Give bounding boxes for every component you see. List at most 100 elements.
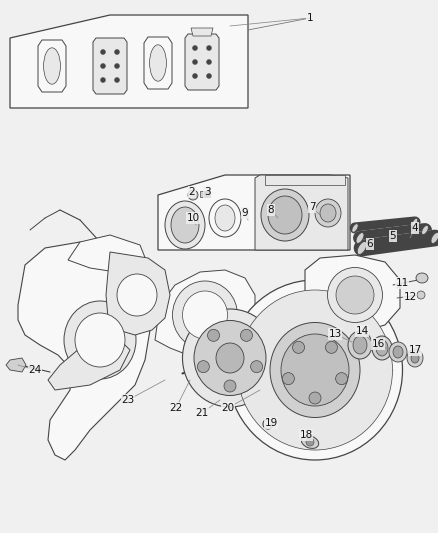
Ellipse shape bbox=[389, 342, 407, 362]
Text: 23: 23 bbox=[121, 395, 134, 405]
Ellipse shape bbox=[372, 336, 392, 360]
Circle shape bbox=[198, 361, 209, 373]
Circle shape bbox=[293, 341, 304, 353]
Circle shape bbox=[100, 50, 106, 54]
Text: 24: 24 bbox=[28, 365, 42, 375]
Ellipse shape bbox=[173, 281, 237, 349]
Text: 12: 12 bbox=[403, 292, 417, 302]
Circle shape bbox=[192, 74, 198, 78]
Ellipse shape bbox=[357, 241, 367, 254]
Text: 2: 2 bbox=[189, 187, 195, 197]
Text: 16: 16 bbox=[371, 339, 385, 349]
Ellipse shape bbox=[268, 196, 302, 234]
Polygon shape bbox=[144, 37, 172, 89]
Ellipse shape bbox=[150, 45, 166, 81]
Text: 22: 22 bbox=[170, 403, 183, 413]
Circle shape bbox=[192, 45, 198, 51]
Ellipse shape bbox=[215, 205, 235, 231]
Circle shape bbox=[100, 77, 106, 83]
Ellipse shape bbox=[117, 274, 157, 316]
Circle shape bbox=[417, 291, 425, 299]
Ellipse shape bbox=[407, 349, 423, 367]
Ellipse shape bbox=[183, 291, 227, 339]
Text: 9: 9 bbox=[242, 208, 248, 218]
Text: 4: 4 bbox=[412, 223, 418, 233]
Polygon shape bbox=[155, 270, 255, 358]
Text: 19: 19 bbox=[265, 418, 278, 428]
Circle shape bbox=[208, 329, 219, 341]
Ellipse shape bbox=[328, 268, 382, 322]
Ellipse shape bbox=[216, 343, 244, 373]
Text: 1: 1 bbox=[307, 13, 313, 23]
Circle shape bbox=[114, 63, 120, 69]
Ellipse shape bbox=[270, 322, 360, 417]
Ellipse shape bbox=[320, 204, 336, 222]
Ellipse shape bbox=[356, 232, 364, 244]
Polygon shape bbox=[200, 191, 210, 197]
Circle shape bbox=[114, 50, 120, 54]
Text: 10: 10 bbox=[187, 213, 200, 223]
Text: 14: 14 bbox=[355, 326, 369, 336]
Circle shape bbox=[100, 63, 106, 69]
Ellipse shape bbox=[393, 346, 403, 358]
Ellipse shape bbox=[194, 320, 266, 395]
Ellipse shape bbox=[422, 225, 428, 235]
Ellipse shape bbox=[209, 199, 241, 237]
Polygon shape bbox=[106, 252, 170, 335]
Polygon shape bbox=[93, 38, 127, 94]
Polygon shape bbox=[18, 242, 150, 460]
Ellipse shape bbox=[301, 435, 319, 448]
Ellipse shape bbox=[227, 280, 403, 460]
Circle shape bbox=[206, 74, 212, 78]
Polygon shape bbox=[265, 175, 345, 185]
Polygon shape bbox=[6, 358, 26, 372]
Circle shape bbox=[188, 190, 198, 200]
Text: 17: 17 bbox=[408, 345, 422, 355]
Polygon shape bbox=[68, 235, 148, 275]
Circle shape bbox=[206, 60, 212, 64]
Text: 20: 20 bbox=[222, 403, 235, 413]
Polygon shape bbox=[305, 255, 400, 332]
Polygon shape bbox=[48, 338, 130, 390]
Circle shape bbox=[114, 77, 120, 83]
Polygon shape bbox=[185, 34, 219, 90]
Text: 3: 3 bbox=[204, 187, 210, 197]
Circle shape bbox=[251, 361, 263, 373]
Ellipse shape bbox=[315, 199, 341, 227]
Circle shape bbox=[306, 438, 314, 446]
Ellipse shape bbox=[352, 224, 358, 232]
Polygon shape bbox=[158, 175, 350, 250]
Circle shape bbox=[283, 373, 294, 385]
Ellipse shape bbox=[10, 360, 22, 370]
Ellipse shape bbox=[412, 219, 418, 225]
Ellipse shape bbox=[416, 273, 428, 283]
Ellipse shape bbox=[64, 301, 136, 379]
Polygon shape bbox=[191, 28, 213, 36]
Text: 11: 11 bbox=[396, 278, 409, 288]
Circle shape bbox=[240, 329, 252, 341]
Ellipse shape bbox=[75, 313, 125, 367]
Circle shape bbox=[325, 341, 337, 353]
Ellipse shape bbox=[44, 48, 60, 84]
Text: 21: 21 bbox=[195, 408, 208, 418]
Ellipse shape bbox=[376, 340, 388, 356]
Text: 18: 18 bbox=[300, 430, 313, 440]
Text: 6: 6 bbox=[367, 239, 373, 249]
Text: 8: 8 bbox=[268, 205, 274, 215]
Ellipse shape bbox=[336, 276, 374, 314]
Circle shape bbox=[206, 45, 212, 51]
Ellipse shape bbox=[431, 232, 438, 244]
Circle shape bbox=[204, 191, 210, 197]
Ellipse shape bbox=[353, 336, 367, 354]
Text: 7: 7 bbox=[309, 202, 315, 212]
Ellipse shape bbox=[261, 189, 309, 241]
Circle shape bbox=[309, 392, 321, 404]
Text: 5: 5 bbox=[390, 231, 396, 241]
Ellipse shape bbox=[237, 290, 392, 450]
Ellipse shape bbox=[171, 207, 199, 243]
Ellipse shape bbox=[183, 309, 278, 407]
Polygon shape bbox=[10, 15, 248, 108]
Circle shape bbox=[336, 373, 348, 385]
Polygon shape bbox=[255, 175, 348, 250]
Circle shape bbox=[224, 380, 236, 392]
